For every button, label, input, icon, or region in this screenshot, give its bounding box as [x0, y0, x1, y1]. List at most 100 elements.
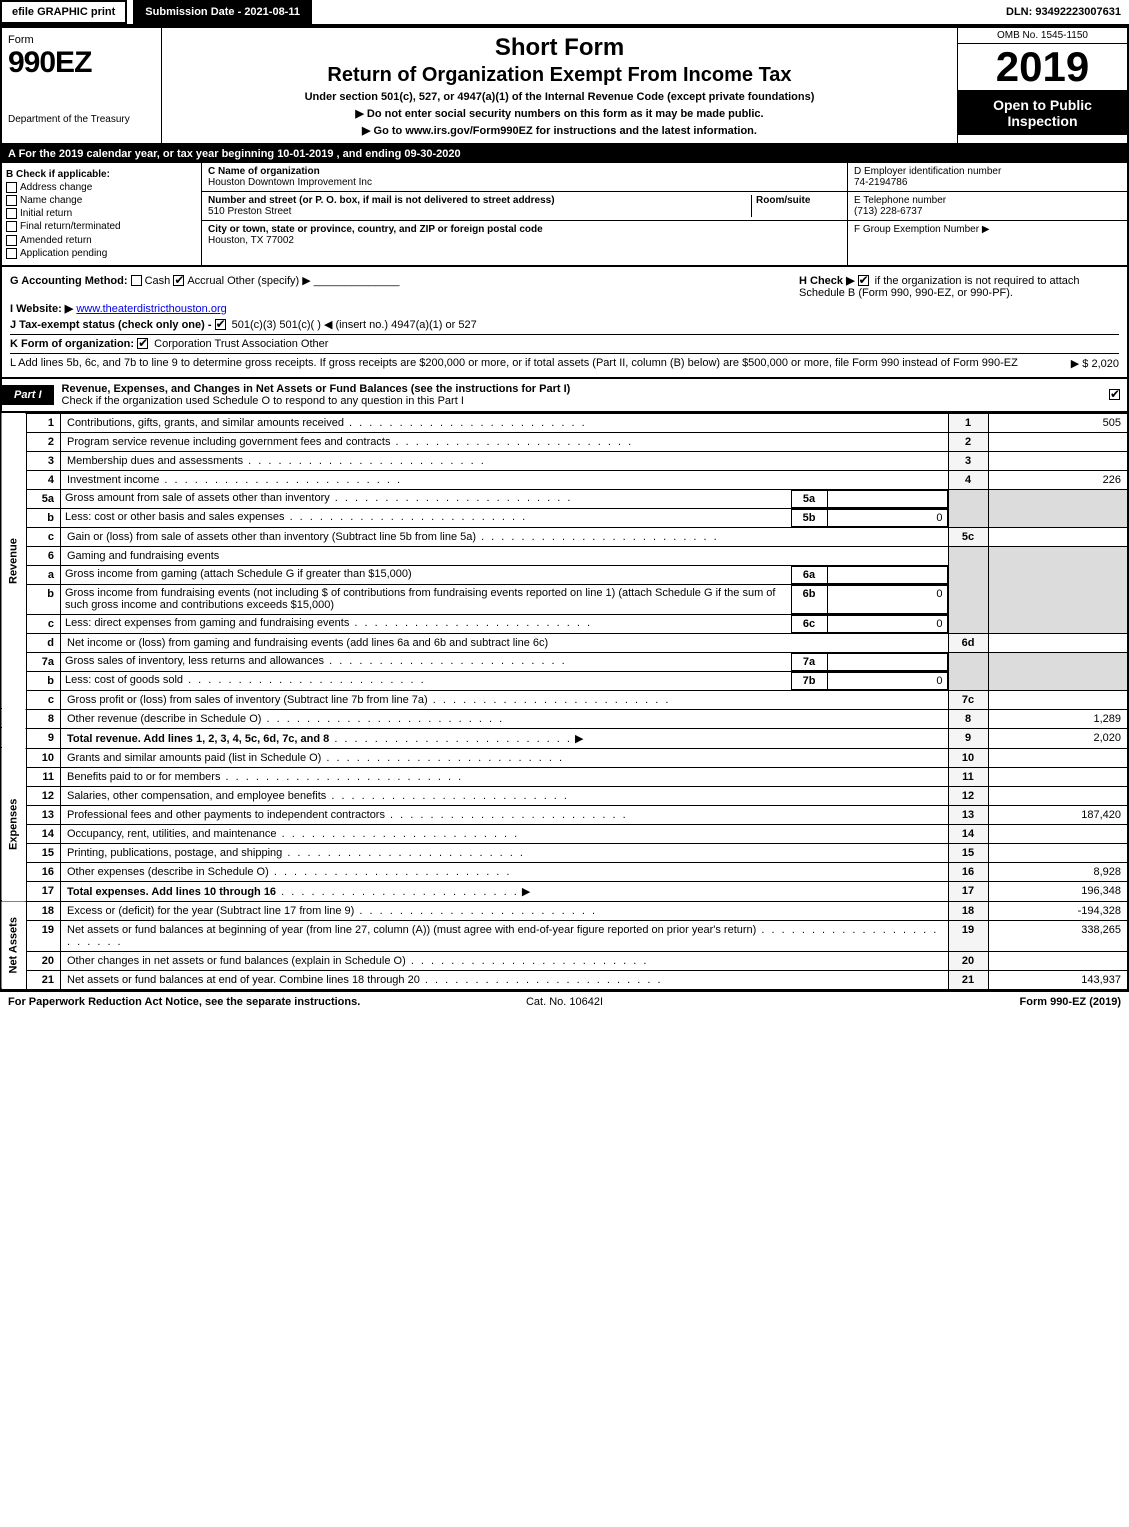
- line-6d-num: d: [27, 633, 61, 652]
- form-number: 990EZ: [8, 46, 155, 80]
- line-17-val: 196,348: [988, 881, 1128, 901]
- tax-year: 2019: [958, 44, 1127, 91]
- line-12-val: [988, 786, 1128, 805]
- title-return: Return of Organization Exempt From Incom…: [168, 64, 951, 87]
- line-1-text: Contributions, gifts, grants, and simila…: [61, 413, 949, 432]
- city-label: City or town, state or province, country…: [208, 224, 543, 235]
- check-label-1: Name change: [20, 195, 82, 206]
- line-19-num: 19: [27, 920, 61, 951]
- line-13-val: 187,420: [988, 805, 1128, 824]
- line-7c-box: 7c: [948, 690, 988, 709]
- check-label-4: Amended return: [20, 235, 92, 246]
- efile-button[interactable]: efile GRAPHIC print: [0, 0, 127, 24]
- line-6-graybox: [948, 546, 988, 633]
- side-revenue: Revenue: [1, 413, 27, 709]
- section-ghijkl: G Accounting Method: Cash Accrual Other …: [0, 267, 1129, 379]
- dln-label: DLN: 93492223007631: [998, 2, 1129, 22]
- line-21-val: 143,937: [988, 970, 1128, 990]
- check-address-change[interactable]: [6, 182, 17, 193]
- line-17-box: 17: [948, 881, 988, 901]
- ein-label: D Employer identification number: [854, 166, 1001, 177]
- line-17-text: Total expenses. Add lines 10 through 16 …: [61, 881, 949, 901]
- line-15-box: 15: [948, 843, 988, 862]
- line-19-val: 338,265: [988, 920, 1128, 951]
- g-accrual-check[interactable]: [173, 275, 184, 286]
- line-4-num: 4: [27, 470, 61, 489]
- h-check[interactable]: [858, 275, 869, 286]
- line-20-box: 20: [948, 951, 988, 970]
- line-7a-text: Gross sales of inventory, less returns a…: [65, 655, 567, 667]
- line-16-text: Other expenses (describe in Schedule O): [61, 862, 949, 881]
- check-application-pending[interactable]: [6, 248, 17, 259]
- check-initial-return[interactable]: [6, 208, 17, 219]
- title-short-form: Short Form: [168, 34, 951, 62]
- form-label: Form: [8, 34, 155, 46]
- line-7c-val: [988, 690, 1128, 709]
- l-amount: ▶ $ 2,020: [1071, 357, 1119, 370]
- line-5a-cell: Gross amount from sale of assets other t…: [61, 489, 949, 508]
- g-cash-label: Cash: [145, 275, 171, 287]
- line-18-val: -194,328: [988, 901, 1128, 920]
- line-8-text: Other revenue (describe in Schedule O): [61, 709, 949, 728]
- check-name-change[interactable]: [6, 195, 17, 206]
- side-netassets: Net Assets: [1, 901, 27, 990]
- line-8-val: 1,289: [988, 709, 1128, 728]
- k-opts: Corporation Trust Association Other: [154, 338, 328, 350]
- check-label-5: Application pending: [20, 248, 107, 259]
- check-final-return[interactable]: [6, 221, 17, 232]
- line-21-num: 21: [27, 970, 61, 990]
- i-label: I Website: ▶: [10, 303, 73, 315]
- line-6a-num: a: [27, 565, 61, 584]
- lines-table: Revenue 1 Contributions, gifts, grants, …: [0, 413, 1129, 991]
- line-5a-innerval: [827, 490, 947, 507]
- line-21-text: Net assets or fund balances at end of ye…: [61, 970, 949, 990]
- line-9-num: 9: [27, 728, 61, 748]
- line-6b-innerbox: 6b: [791, 585, 827, 613]
- line-8-box: 8: [948, 709, 988, 728]
- line-15-val: [988, 843, 1128, 862]
- line-2-text: Program service revenue including govern…: [61, 432, 949, 451]
- check-label-2: Initial return: [20, 208, 72, 219]
- line-8-num: 8: [27, 709, 61, 728]
- part1-schedule-o-check[interactable]: [1109, 389, 1120, 400]
- line-6a-innerval: [827, 566, 947, 583]
- line-7b-text: Less: cost of goods sold: [65, 674, 426, 686]
- h-label: H Check ▶: [799, 275, 855, 287]
- ein-value: 74-2194786: [854, 177, 907, 188]
- part1-title: Revenue, Expenses, and Changes in Net As…: [62, 383, 571, 395]
- line-1-box: 1: [948, 413, 988, 432]
- line-9-box: 9: [948, 728, 988, 748]
- g-label: G Accounting Method:: [10, 275, 128, 287]
- line-10-num: 10: [27, 748, 61, 767]
- line-5b-innerbox: 5b: [791, 509, 827, 526]
- website-link[interactable]: www.theaterdistricthouston.org: [76, 303, 226, 315]
- line-3-val: [988, 451, 1128, 470]
- line-5b-innerval: 0: [827, 509, 947, 526]
- line-3-text: Membership dues and assessments: [61, 451, 949, 470]
- subtitle-2: ▶ Do not enter social security numbers o…: [168, 107, 951, 120]
- line-5b-cell: Less: cost or other basis and sales expe…: [61, 508, 949, 527]
- line-14-box: 14: [948, 824, 988, 843]
- info-block: B Check if applicable: Address change Na…: [0, 163, 1129, 267]
- line-12-box: 12: [948, 786, 988, 805]
- line-2-box: 2: [948, 432, 988, 451]
- period-bar: A For the 2019 calendar year, or tax yea…: [0, 145, 1129, 163]
- line-6b-num: b: [27, 584, 61, 614]
- submission-date-button[interactable]: Submission Date - 2021-08-11: [133, 0, 312, 24]
- j-label: J Tax-exempt status (check only one) -: [10, 319, 212, 331]
- g-other-label: Other (specify) ▶: [227, 275, 311, 287]
- line-4-box: 4: [948, 470, 988, 489]
- line-4-text: Investment income: [61, 470, 949, 489]
- line-13-text: Professional fees and other payments to …: [61, 805, 949, 824]
- line-10-box: 10: [948, 748, 988, 767]
- line-5c-val: [988, 527, 1128, 546]
- room-label: Room/suite: [756, 195, 810, 206]
- k-corp-check[interactable]: [137, 338, 148, 349]
- part1-tag: Part I: [2, 385, 54, 405]
- check-amended-return[interactable]: [6, 235, 17, 246]
- line-7-grayval: [988, 652, 1128, 690]
- g-cash-check[interactable]: [131, 275, 142, 286]
- org-city: Houston, TX 77002: [208, 235, 294, 246]
- line-7b-innerbox: 7b: [791, 672, 827, 689]
- j-501c3-check[interactable]: [215, 319, 226, 330]
